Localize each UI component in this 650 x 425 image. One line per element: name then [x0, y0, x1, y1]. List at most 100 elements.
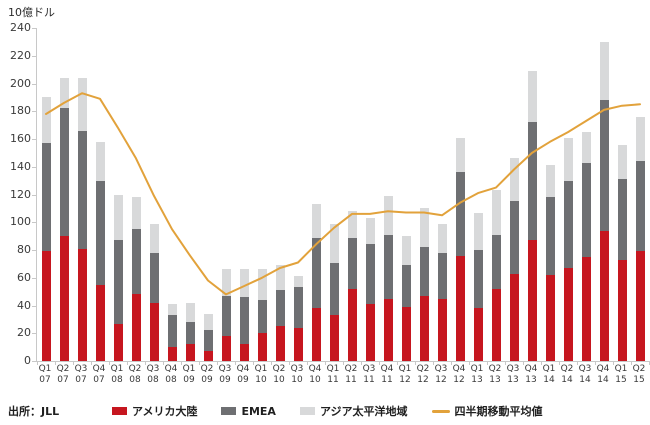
- bar-segment-americas: [545, 274, 555, 361]
- y-axis-label: 140: [10, 159, 31, 173]
- x-axis-label: Q4 13: [522, 364, 540, 386]
- legend: アメリカ大陸 EMEA アジア太平洋地域 四半期移動平均値: [112, 401, 543, 421]
- bar-segment-emea: [311, 237, 321, 309]
- bar-q2-12: [419, 28, 429, 361]
- bar-segment-apac: [491, 190, 501, 235]
- bar-segment-americas: [401, 306, 411, 361]
- x-axis-tick: [397, 361, 398, 365]
- bar-segment-emea: [455, 172, 465, 256]
- x-axis-label: Q1 12: [396, 364, 414, 386]
- y-axis-tick: [32, 166, 36, 168]
- x-axis-label-year: 09: [219, 375, 231, 385]
- x-axis-label: Q4 07: [90, 364, 108, 386]
- x-axis-label: Q4 14: [594, 364, 612, 386]
- x-axis-labels: Q1 07 Q2 07 Q3 07 Q4 07 Q1 08 Q2 08 Q3 08 Q4 08 Q1 09 Q2 09…: [36, 364, 648, 390]
- x-axis-label: Q2 12: [414, 364, 432, 386]
- bar-q2-15: [635, 28, 645, 361]
- moving-average-line: [45, 92, 641, 296]
- x-axis-tick: [91, 361, 92, 365]
- x-axis-label: Q3 12: [432, 364, 450, 386]
- x-axis-label-year: 11: [363, 375, 375, 385]
- x-axis-label-quarter: Q2: [56, 364, 70, 374]
- x-axis-label-year: 12: [435, 375, 447, 385]
- x-axis-label-year: 14: [561, 375, 573, 385]
- x-axis-label-year: 10: [309, 375, 321, 385]
- y-axis-label: 100: [10, 215, 31, 229]
- bar-segment-americas: [149, 302, 159, 361]
- bar-segment-apac: [221, 269, 231, 296]
- x-axis-label-year: 13: [525, 375, 537, 385]
- bar-segment-americas: [59, 236, 69, 361]
- bar-segment-americas: [203, 351, 213, 361]
- x-axis-tick: [181, 361, 182, 365]
- x-axis-label: Q1 10: [252, 364, 270, 386]
- bar-q2-10: [275, 28, 285, 361]
- bar-segment-apac: [545, 165, 555, 198]
- legend-swatch-americas: [112, 407, 127, 415]
- y-axis-label: 40: [17, 298, 31, 312]
- y-axis-label: 60: [17, 270, 31, 284]
- bar-segment-americas: [473, 308, 483, 361]
- bar-segment-apac: [113, 194, 123, 241]
- bar-segment-emea: [383, 234, 393, 299]
- x-axis-label: Q4 12: [450, 364, 468, 386]
- bar-q3-09: [221, 28, 231, 361]
- bar-q1-10: [257, 28, 267, 361]
- y-axis-tick: [32, 277, 36, 279]
- bar-q2-08: [131, 28, 141, 361]
- bar-q1-13: [473, 28, 483, 361]
- bar-segment-americas: [77, 248, 87, 361]
- x-axis-label-quarter: Q1: [326, 364, 340, 374]
- bar-segment-apac: [635, 116, 645, 162]
- bar-segment-americas: [257, 333, 267, 361]
- y-axis-tick: [32, 361, 36, 362]
- y-axis-tick: [32, 55, 36, 57]
- legend-item-moving-average: 四半期移動平均値: [431, 403, 543, 419]
- legend-item-apac: アジア太平洋地域: [299, 403, 408, 419]
- bar-segment-apac: [293, 276, 303, 288]
- x-axis-label: Q1 09: [180, 364, 198, 386]
- bar-segment-apac: [437, 223, 447, 253]
- bar-segment-emea: [491, 234, 501, 289]
- x-axis-label-year: 13: [507, 375, 519, 385]
- x-axis-label: Q2 08: [126, 364, 144, 386]
- bar-segment-emea: [221, 295, 231, 337]
- x-axis-label-quarter: Q1: [182, 364, 196, 374]
- y-axis-label: 180: [10, 104, 31, 118]
- bar-segment-americas: [275, 326, 285, 361]
- x-axis-tick: [505, 361, 506, 365]
- legend-swatch-apac: [299, 407, 315, 415]
- x-axis-tick: [109, 361, 110, 365]
- x-axis-label-year: 10: [291, 375, 303, 385]
- legend-item-americas: アメリカ大陸: [112, 403, 197, 419]
- bar-segment-emea: [239, 297, 249, 345]
- x-axis-tick: [559, 361, 560, 365]
- x-axis-label-year: 12: [399, 375, 411, 385]
- x-axis-label-year: 14: [543, 375, 555, 385]
- bar-q4-11: [383, 28, 393, 361]
- x-axis-label-year: 07: [39, 375, 51, 385]
- x-axis-label-quarter: Q3: [218, 364, 232, 374]
- x-axis-label-quarter: Q2: [200, 364, 214, 374]
- bar-segment-apac: [329, 223, 339, 263]
- x-axis-label-year: 11: [381, 375, 393, 385]
- x-axis-label: Q2 10: [270, 364, 288, 386]
- x-axis-label-year: 08: [111, 375, 123, 385]
- y-axis-tick: [32, 333, 36, 335]
- x-axis-tick: [541, 361, 542, 365]
- bar-segment-emea: [419, 247, 429, 296]
- y-axis-label: 20: [17, 326, 31, 340]
- bar-segment-apac: [563, 137, 573, 181]
- x-axis-label-quarter: Q4: [524, 364, 538, 374]
- bar-segment-emea: [545, 197, 555, 275]
- x-axis-label-quarter: Q3: [74, 364, 88, 374]
- x-axis-tick: [307, 361, 308, 365]
- x-axis-tick: [289, 361, 290, 365]
- bar-segment-americas: [311, 308, 321, 361]
- bar-segment-apac: [401, 236, 411, 266]
- x-axis-label-quarter: Q1: [398, 364, 412, 374]
- x-axis-label: Q1 14: [540, 364, 558, 386]
- bar-segment-americas: [581, 256, 591, 361]
- x-axis-label-year: 09: [237, 375, 249, 385]
- bar-segment-emea: [131, 229, 141, 295]
